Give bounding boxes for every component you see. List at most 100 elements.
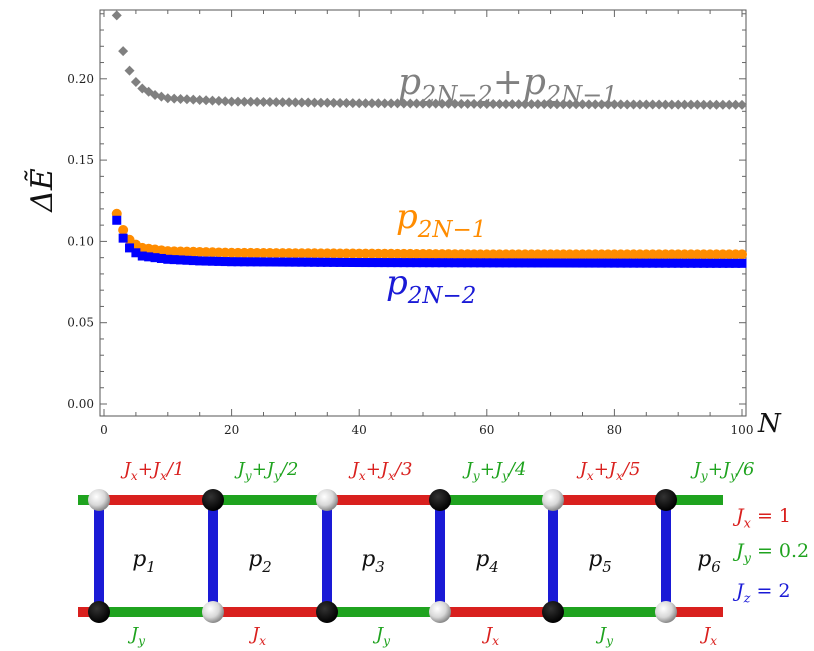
x-tick-label: 0 <box>100 423 108 437</box>
top-bond-label: Jy+Jy/4 <box>462 459 527 483</box>
ladder-diagram: Jx+Jx/1 Jy+Jy/2 Jx+Jx/3 Jy+Jy/4 Jx+Jx/5 Jy+Jy… <box>78 459 809 648</box>
data-point <box>335 97 346 108</box>
data-point <box>392 258 402 268</box>
data-point <box>628 99 639 110</box>
site-node <box>655 601 677 623</box>
rung <box>661 500 671 612</box>
data-point <box>571 258 581 268</box>
bond <box>440 607 553 617</box>
data-point <box>194 94 205 105</box>
bottom-bond-label: Jy <box>595 624 614 648</box>
data-point <box>609 99 620 110</box>
bond <box>440 495 553 505</box>
plaquette-label: p5 <box>588 547 612 576</box>
data-point <box>347 98 358 109</box>
data-point <box>641 258 651 268</box>
data-point <box>667 258 677 268</box>
rung <box>94 500 104 612</box>
data-point <box>584 258 594 268</box>
data-point <box>616 258 626 268</box>
bond <box>327 495 440 505</box>
data-point <box>418 98 428 109</box>
data-point <box>488 99 499 110</box>
data-point <box>482 258 492 268</box>
data-point <box>213 95 224 106</box>
data-point <box>596 99 607 110</box>
data-point <box>654 258 664 268</box>
data-point <box>188 94 199 105</box>
data-point <box>188 256 198 266</box>
data-point <box>565 258 575 268</box>
series-1 <box>111 208 747 260</box>
data-point <box>647 99 658 110</box>
y-tick-label: 0.00 <box>67 397 94 411</box>
data-point <box>303 257 313 267</box>
data-point <box>163 254 173 264</box>
data-point <box>520 258 530 268</box>
data-point <box>705 99 716 110</box>
data-point <box>329 257 339 267</box>
data-point <box>546 258 556 268</box>
data-point <box>533 258 543 268</box>
data-point <box>666 99 677 110</box>
data-point <box>214 256 224 266</box>
data-point <box>361 258 371 268</box>
data-point <box>176 255 186 265</box>
rung <box>208 500 218 612</box>
data-point <box>354 98 365 109</box>
data-point <box>201 256 211 266</box>
data-point <box>578 258 587 268</box>
data-point <box>373 258 383 268</box>
data-point <box>622 258 632 268</box>
data-point <box>724 99 735 110</box>
data-point <box>679 99 690 110</box>
data-point <box>507 258 517 268</box>
data-point <box>698 99 709 110</box>
data-point <box>181 94 192 105</box>
plaquette-label: p3 <box>361 547 385 576</box>
data-point <box>309 97 320 108</box>
data-point <box>603 258 613 268</box>
data-point <box>303 97 314 108</box>
data-point <box>699 258 709 268</box>
data-point <box>156 253 166 263</box>
data-point <box>590 258 600 268</box>
data-point <box>449 98 460 109</box>
data-point <box>418 258 428 268</box>
data-point <box>412 258 422 268</box>
series-label-blue: p2N−2 <box>386 263 476 309</box>
x-tick-label: 100 <box>731 423 754 437</box>
top-bond-label: Jy+Jy/6 <box>690 459 755 483</box>
site-node <box>202 601 224 623</box>
data-point <box>341 98 352 109</box>
data-point <box>124 65 135 76</box>
data-point <box>424 258 434 268</box>
data-point <box>252 257 262 267</box>
data-point <box>583 99 594 110</box>
data-point <box>520 99 531 110</box>
data-point <box>622 99 633 110</box>
data-point <box>348 257 358 267</box>
data-point <box>118 225 129 236</box>
rung <box>548 500 558 612</box>
data-point <box>603 99 614 110</box>
data-point <box>685 99 696 110</box>
x-axis-label: N <box>757 409 782 439</box>
x-tick-label: 60 <box>479 423 494 437</box>
data-point <box>360 98 371 109</box>
data-point <box>551 99 562 110</box>
series-2 <box>112 215 747 268</box>
data-point <box>162 93 173 104</box>
data-point <box>711 258 721 268</box>
data-point <box>469 258 479 268</box>
data-point <box>315 97 326 108</box>
data-point <box>220 96 231 107</box>
data-point <box>125 243 135 253</box>
data-point <box>635 258 645 268</box>
data-point <box>731 258 741 268</box>
x-tick-labels: 0 20 40 60 80 100 <box>100 423 753 437</box>
top-bond-label: Jy+Jy/2 <box>234 459 299 483</box>
data-point <box>469 98 480 109</box>
data-point <box>322 257 332 267</box>
data-point <box>717 99 728 110</box>
